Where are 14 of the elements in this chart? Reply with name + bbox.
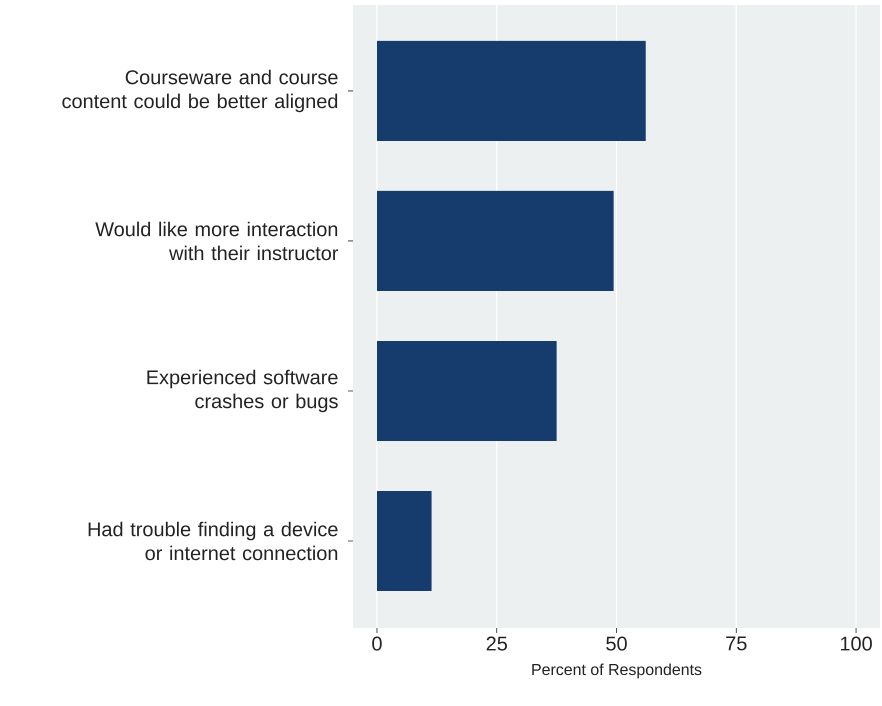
x-tick-label: 0: [372, 636, 382, 651]
y-tick-label: Had trouble finding a device or internet connection: [88, 522, 338, 560]
y-tick-label: Experienced software crashes or bugs: [147, 370, 338, 412]
bar: [376, 190, 614, 291]
x-tick-label: 25: [486, 636, 507, 651]
y-tick-label: Would like more interaction with their instructor: [95, 222, 338, 260]
x-tick-label: 75: [726, 636, 747, 650]
bar: [376, 490, 432, 592]
bar: [376, 340, 557, 441]
bar: [376, 40, 646, 141]
x-axis-title: Percent of Respondents: [532, 663, 702, 678]
x-tick-label: 50: [606, 636, 627, 651]
y-tick-label: Courseware and course content could be better aligned: [62, 70, 338, 112]
x-tick-label: 100: [840, 636, 872, 651]
